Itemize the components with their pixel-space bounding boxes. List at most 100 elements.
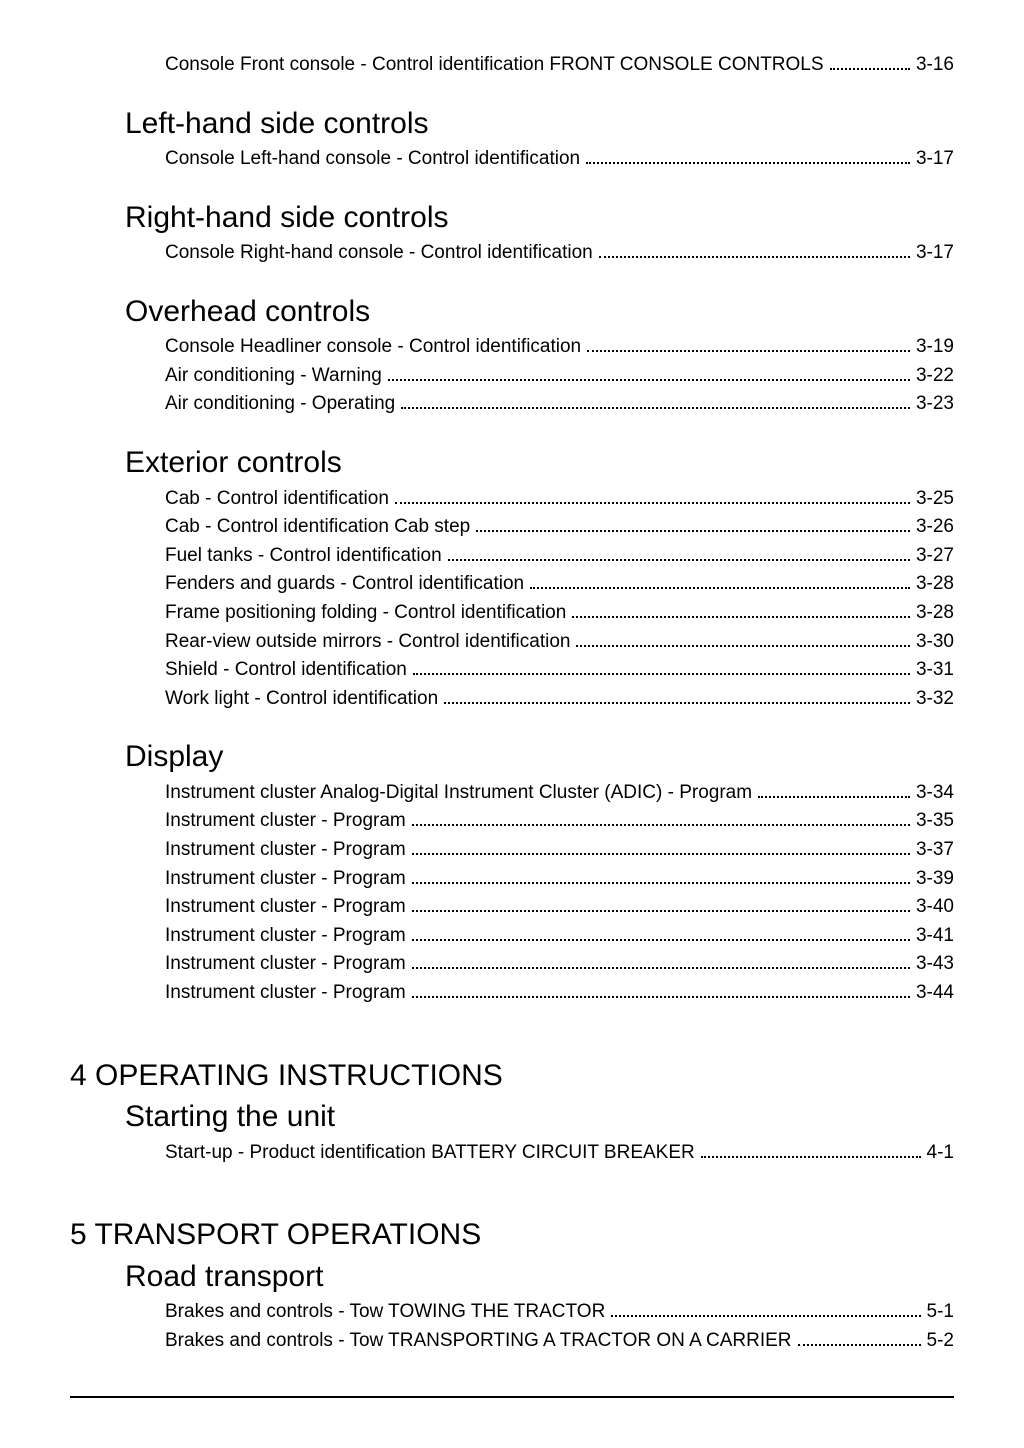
toc-leader-dots [412, 871, 910, 883]
toc-leader-dots [412, 900, 910, 912]
toc-entry-label: Instrument cluster Analog-Digital Instru… [165, 780, 752, 807]
toc-entry: Cab - Control identification Cab step 3-… [165, 514, 954, 541]
toc-entry: Shield - Control identification 3-31 [165, 657, 954, 684]
toc-entry: Brakes and controls - Tow TOWING THE TRA… [165, 1299, 954, 1326]
toc-leader-dots [412, 843, 910, 855]
toc-entry: Instrument cluster Analog-Digital Instru… [165, 780, 954, 807]
section-heading-display: Display [125, 738, 954, 776]
toc-entry-label: Frame positioning folding - Control iden… [165, 600, 566, 627]
toc-entry-label: Air conditioning - Operating [165, 391, 395, 418]
chapter-heading-4: 4 OPERATING INSTRUCTIONS [70, 1057, 954, 1095]
toc-entry: Instrument cluster - Program 3-43 [165, 951, 954, 978]
toc-entry: Air conditioning - Warning 3-22 [165, 363, 954, 390]
toc-entry-page: 3-34 [916, 780, 954, 807]
toc-entry-label: Brakes and controls - Tow TRANSPORTING A… [165, 1328, 792, 1355]
toc-entry-page: 3-25 [916, 486, 954, 513]
section-heading-right-hand: Right-hand side controls [125, 199, 954, 237]
toc-entry-label: Brakes and controls - Tow TOWING THE TRA… [165, 1299, 605, 1326]
toc-leader-dots [448, 548, 910, 560]
toc-entry: Air conditioning - Operating 3-23 [165, 391, 954, 418]
toc-entry: Console Left-hand console - Control iden… [165, 146, 954, 173]
toc-entry-page: 5-1 [927, 1299, 954, 1326]
toc-entry-label: Console Left-hand console - Control iden… [165, 146, 580, 173]
toc-entry: Instrument cluster - Program 3-44 [165, 980, 954, 1007]
toc-entry-page: 3-16 [916, 52, 954, 79]
toc-entry-page: 3-19 [916, 334, 954, 361]
toc-entry-label: Instrument cluster - Program [165, 951, 406, 978]
toc-entry-label: Console Right-hand console - Control ide… [165, 240, 593, 267]
toc-entry-page: 3-40 [916, 894, 954, 921]
toc-entry: Start-up - Product identification BATTER… [165, 1140, 954, 1167]
toc-entry-label: Work light - Control identification [165, 686, 438, 713]
toc-entry-page: 3-30 [916, 629, 954, 656]
toc-entry: Rear-view outside mirrors - Control iden… [165, 629, 954, 656]
toc-entry-label: Console Front console - Control identifi… [165, 52, 824, 79]
toc-leader-dots [576, 634, 909, 646]
toc-entry-label: Start-up - Product identification BATTER… [165, 1140, 695, 1167]
toc-entry-label: Cab - Control identification Cab step [165, 514, 470, 541]
toc-entry-page: 3-43 [916, 951, 954, 978]
toc-entry: Instrument cluster - Program 3-41 [165, 923, 954, 950]
toc-entry-label: Instrument cluster - Program [165, 866, 406, 893]
toc-entry-page: 5-2 [927, 1328, 954, 1355]
toc-entry-label: Fuel tanks - Control identification [165, 543, 442, 570]
toc-entry-page: 3-44 [916, 980, 954, 1007]
toc-entry-label: Air conditioning - Warning [165, 363, 382, 390]
toc-leader-dots [701, 1145, 921, 1157]
toc-leader-dots [758, 785, 910, 797]
footer-rule [70, 1396, 954, 1398]
toc-entry-label: Fenders and guards - Control identificat… [165, 571, 524, 598]
toc-entry: Instrument cluster - Program 3-35 [165, 808, 954, 835]
toc-entry-label: Cab - Control identification [165, 486, 389, 513]
toc-entry: Frame positioning folding - Control iden… [165, 600, 954, 627]
toc-entry-label: Instrument cluster - Program [165, 808, 406, 835]
toc-leader-dots [412, 986, 910, 998]
toc-entry: Console Right-hand console - Control ide… [165, 240, 954, 267]
toc-entry-page: 3-26 [916, 514, 954, 541]
toc-page: Console Front console - Control identifi… [0, 0, 1024, 1448]
toc-leader-dots [830, 58, 910, 70]
toc-leader-dots [572, 606, 910, 618]
section-heading-starting-unit: Starting the unit [125, 1098, 954, 1136]
toc-entry-page: 3-41 [916, 923, 954, 950]
toc-entry-page: 3-28 [916, 571, 954, 598]
toc-entry-label: Rear-view outside mirrors - Control iden… [165, 629, 570, 656]
toc-entry: Cab - Control identification 3-25 [165, 486, 954, 513]
toc-leader-dots [401, 397, 910, 409]
toc-entry-page: 3-37 [916, 837, 954, 864]
toc-entry-label: Instrument cluster - Program [165, 923, 406, 950]
toc-entry: Instrument cluster - Program 3-40 [165, 894, 954, 921]
toc-leader-dots [798, 1333, 921, 1345]
toc-entry-page: 3-22 [916, 363, 954, 390]
toc-leader-dots [412, 814, 910, 826]
toc-entry: Console Headliner console - Control iden… [165, 334, 954, 361]
toc-leader-dots [412, 957, 910, 969]
toc-entry: Fenders and guards - Control identificat… [165, 571, 954, 598]
toc-leader-dots [412, 928, 910, 940]
toc-entry-page: 3-32 [916, 686, 954, 713]
section-heading-left-hand: Left-hand side controls [125, 105, 954, 143]
section-heading-road-transport: Road transport [125, 1258, 954, 1296]
toc-entry-page: 3-17 [916, 146, 954, 173]
toc-entry-page: 3-35 [916, 808, 954, 835]
toc-entry: Instrument cluster - Program 3-37 [165, 837, 954, 864]
toc-leader-dots [587, 340, 910, 352]
toc-entry-label: Console Headliner console - Control iden… [165, 334, 581, 361]
toc-leader-dots [395, 491, 910, 503]
toc-entry-page: 3-31 [916, 657, 954, 684]
toc-entry-page: 3-28 [916, 600, 954, 627]
toc-leader-dots [413, 663, 910, 675]
toc-entry: Console Front console - Control identifi… [165, 52, 954, 79]
toc-entry-label: Instrument cluster - Program [165, 837, 406, 864]
toc-entry-page: 3-39 [916, 866, 954, 893]
toc-entry: Work light - Control identification 3-32 [165, 686, 954, 713]
toc-leader-dots [444, 691, 910, 703]
toc-entry-page: 3-27 [916, 543, 954, 570]
toc-leader-dots [476, 520, 910, 532]
toc-entry-label: Shield - Control identification [165, 657, 407, 684]
toc-leader-dots [611, 1305, 920, 1317]
section-heading-overhead: Overhead controls [125, 293, 954, 331]
toc-entry: Brakes and controls - Tow TRANSPORTING A… [165, 1328, 954, 1355]
toc-entry-label: Instrument cluster - Program [165, 894, 406, 921]
toc-entry-page: 4-1 [927, 1140, 954, 1167]
